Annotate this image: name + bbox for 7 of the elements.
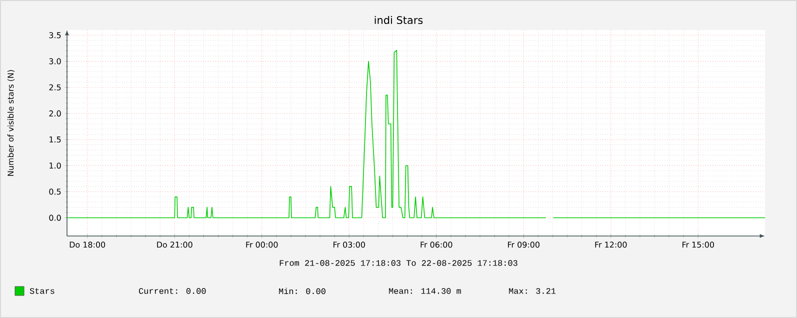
legend-label: Stars — [30, 288, 54, 294]
text: From 21-08-2025 17:18:03 To 22-08-2025 17:18:03 — [280, 260, 518, 266]
text: Mean: 114.30 m — [389, 288, 461, 294]
text: Current: 0.00 — [138, 288, 206, 294]
chart-title: indi Stars — [374, 16, 423, 24]
text: Min: 0.00 — [279, 288, 326, 294]
text: Max: 3.21 — [509, 288, 556, 294]
